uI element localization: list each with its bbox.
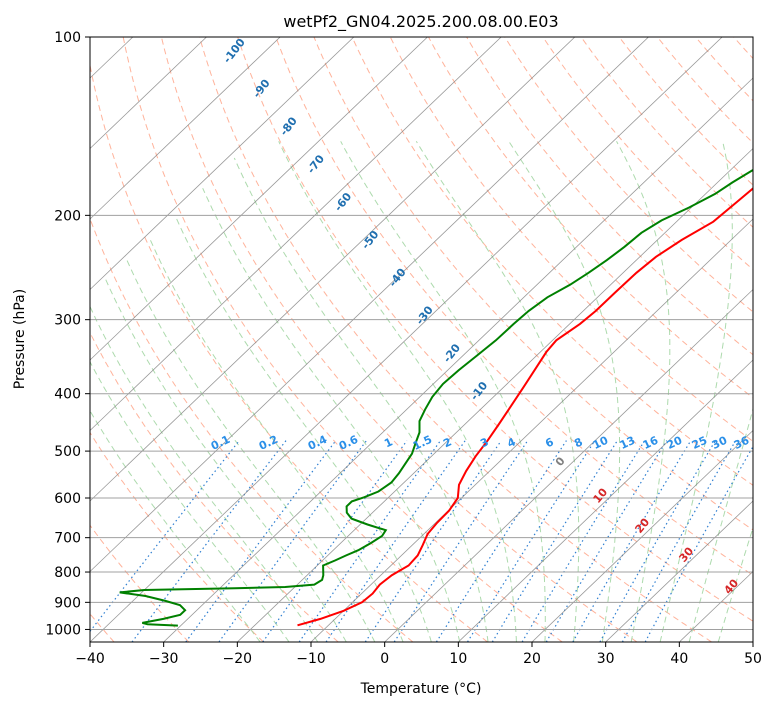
moist-adiabat	[149, 239, 404, 642]
dry-adiabat	[90, 62, 488, 642]
mixing-ratio-line	[262, 440, 408, 642]
mixing-ratio-label: 36	[732, 434, 752, 452]
mixing-ratio-line	[491, 440, 618, 642]
isotherm	[384, 288, 753, 642]
isotherm	[90, 37, 723, 642]
mixing-ratio-label: 16	[641, 434, 661, 452]
dry-adiabat	[122, 37, 563, 642]
y-tick-label: 100	[54, 30, 81, 46]
dry-adiabat	[428, 37, 753, 399]
mixing-ratio-line	[572, 440, 692, 642]
y-axis: 1000 900 800 700 600 500 400 300 200 100	[45, 30, 90, 638]
x-tick-label: −10	[296, 651, 326, 667]
y-tick-label: 200	[54, 208, 81, 224]
x-tick-label: −30	[149, 651, 179, 667]
profile-lines	[119, 168, 753, 627]
mixing-ratio-label: 10	[591, 434, 611, 452]
x-tick-label: 30	[597, 651, 615, 667]
x-tick-label: 40	[670, 651, 688, 667]
x-tick-label: 20	[523, 651, 541, 667]
mixing-ratio-line	[644, 445, 753, 642]
mixing-ratio-label: 30	[710, 434, 730, 452]
mixing-ratio-label: 20	[665, 434, 685, 452]
moist-adiabat	[90, 409, 261, 642]
x-tick-label: 50	[744, 651, 762, 667]
dry-adiabat	[275, 37, 753, 576]
x-tick-label: −40	[75, 651, 105, 667]
isotherm	[237, 147, 753, 642]
isotherm	[90, 37, 428, 361]
mixing-ratio-label: 13	[618, 434, 637, 452]
y-tick-label: 700	[54, 531, 81, 547]
isotherm	[752, 641, 753, 642]
isotherm	[163, 77, 753, 642]
mixing-ratio-line	[298, 440, 441, 642]
mixing-ratio-line	[621, 440, 737, 642]
isotherm	[90, 37, 355, 291]
y-axis-title: Pressure (hPa)	[12, 289, 28, 389]
dry-adiabat	[351, 37, 753, 486]
x-tick-label: 10	[449, 651, 467, 667]
dry-adiabat	[466, 37, 753, 356]
mixing-ratio-line	[599, 440, 716, 642]
mixing-ratio-line	[545, 440, 668, 642]
isotherm	[90, 37, 649, 573]
y-tick-label: 800	[54, 565, 81, 581]
moist-adiabat	[104, 277, 347, 642]
y-tick-label: 400	[54, 387, 81, 403]
y-tick-label: 1000	[45, 622, 81, 638]
background-lines	[0, 37, 753, 642]
y-tick-label: 300	[54, 313, 81, 329]
y-tick-label: 900	[54, 595, 81, 611]
isotherm	[0, 37, 59, 642]
mixing-ratio-line	[521, 440, 646, 642]
plot-frame	[89, 36, 754, 643]
moist-adiabat	[90, 305, 319, 642]
isotherm	[90, 37, 281, 220]
isotherm	[90, 37, 576, 502]
x-tick-label: −20	[223, 651, 253, 667]
temperature-profile-line	[297, 187, 753, 627]
mixing-ratio-line	[131, 440, 287, 642]
x-tick-label: 0	[380, 651, 389, 667]
mixing-ratio-label: 25	[690, 434, 709, 452]
isotherm	[310, 218, 753, 642]
dry-adiabat	[90, 331, 339, 642]
isotherm	[90, 37, 502, 432]
y-tick-label: 500	[54, 444, 81, 460]
isotherm	[605, 500, 753, 642]
plot-background	[90, 37, 753, 642]
isotherm	[458, 359, 753, 642]
x-axis-title: Temperature (°C)	[360, 681, 482, 697]
dewpoint-profile-line	[119, 168, 753, 627]
moist-adiabat	[125, 256, 376, 642]
dry-adiabat	[389, 37, 753, 442]
mixing-ratio-line	[393, 440, 529, 642]
x-axis: −40 −30 −20 −10 0 10 20 30 40 50	[75, 642, 762, 667]
isotherm	[90, 37, 207, 150]
dry-adiabat	[199, 37, 712, 642]
y-tick-label: 600	[54, 491, 81, 507]
moist-adiabat	[174, 215, 432, 642]
chart-title: wetPf2_GN04.2025.200.08.00.E03	[283, 12, 558, 32]
isotherm	[531, 429, 753, 642]
mixing-ratio-line	[466, 440, 596, 642]
